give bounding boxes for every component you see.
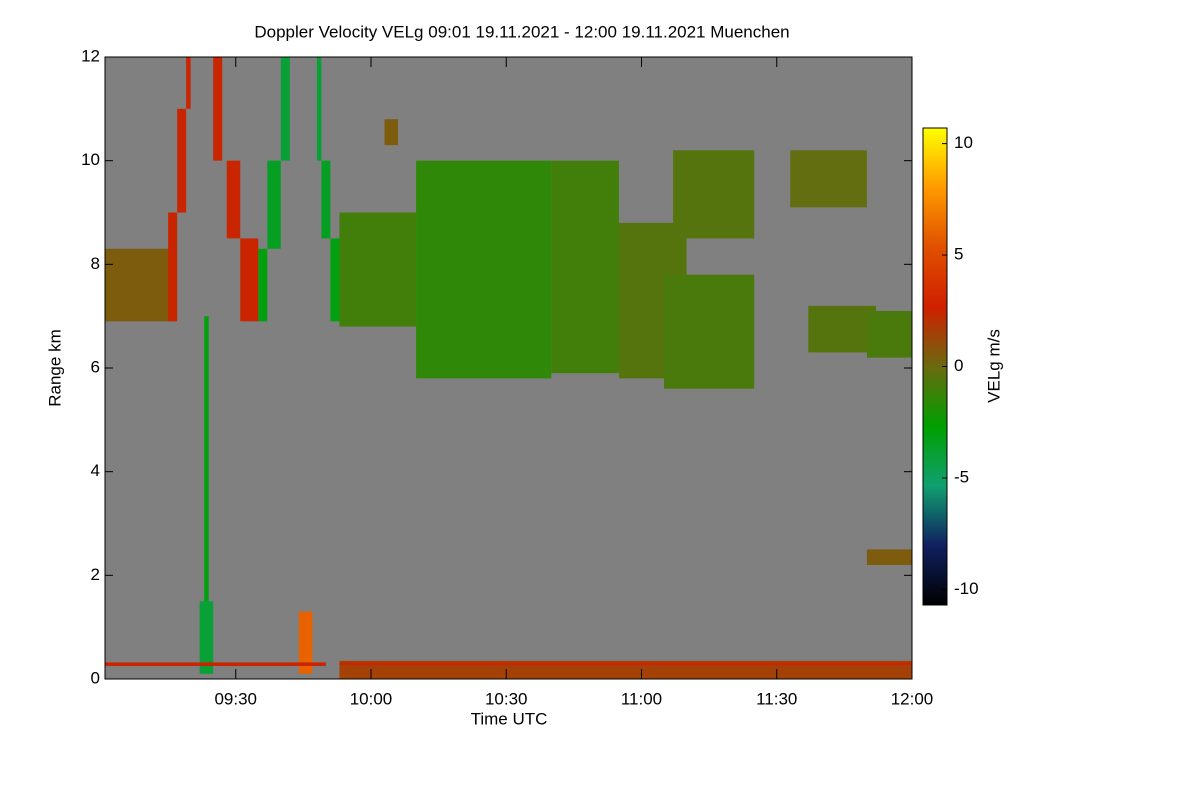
velocity-cell (105, 662, 326, 667)
velocity-cell (105, 248, 173, 322)
chart-title: Doppler Velocity VELg 09:01 19.11.2021 -… (254, 22, 789, 41)
velocity-cell (186, 57, 191, 109)
velocity-cell (258, 248, 268, 322)
x-tick-label: 12:00 (891, 689, 934, 708)
velocity-cell (298, 611, 313, 674)
y-tick-label: 10 (81, 150, 100, 169)
colorbar-label: VELg m/s (984, 329, 1003, 403)
velocity-cell (204, 316, 209, 669)
velocity-cell (339, 212, 417, 327)
velocity-cell (330, 238, 340, 322)
y-tick-label: 8 (91, 254, 100, 273)
velocity-cell (339, 660, 912, 679)
velocity-cell (339, 662, 912, 666)
velocity-cell (866, 310, 912, 358)
x-tick-label: 11:30 (756, 689, 797, 708)
x-tick-label: 10:30 (485, 689, 528, 708)
velocity-cell (267, 160, 281, 249)
velocity-cell (790, 150, 867, 208)
velocity-cell (673, 150, 755, 239)
velocity-cell (316, 57, 322, 161)
velocity-cell (240, 238, 259, 322)
colorbar-tick-label: -5 (954, 467, 969, 486)
velocity-cell (384, 119, 399, 146)
y-tick-label: 12 (81, 46, 100, 65)
velocity-cell (199, 601, 214, 674)
x-tick-label: 10:00 (350, 689, 393, 708)
y-axis-label: Range km (45, 329, 64, 406)
x-tick-label: 11:00 (621, 689, 662, 708)
velocity-cell (664, 274, 755, 389)
colorbar-tick-label: -10 (954, 579, 979, 598)
x-tick-label: 09:30 (214, 689, 257, 708)
colorbar-tick-label: 10 (954, 133, 973, 152)
cells (105, 57, 912, 679)
velocity-cell (321, 160, 331, 239)
y-tick-label: 6 (91, 357, 100, 376)
y-tick-label: 2 (91, 565, 100, 584)
velocity-cell (280, 57, 290, 161)
velocity-cell (213, 57, 223, 161)
velocity-cell (177, 108, 187, 213)
velocity-cell (866, 549, 912, 565)
velocity-cell (551, 160, 619, 374)
colorbar-tick-label: 0 (954, 356, 963, 375)
velocity-cell (168, 212, 178, 322)
y-tick-label: 4 (91, 461, 100, 480)
velocity-cell (226, 160, 241, 239)
colorbar-tick-label: 5 (954, 245, 963, 264)
y-tick-label: 0 (91, 668, 100, 687)
velocity-cell (808, 305, 876, 353)
velocity-cell (416, 160, 552, 379)
x-axis-label: Time UTC (471, 709, 548, 728)
